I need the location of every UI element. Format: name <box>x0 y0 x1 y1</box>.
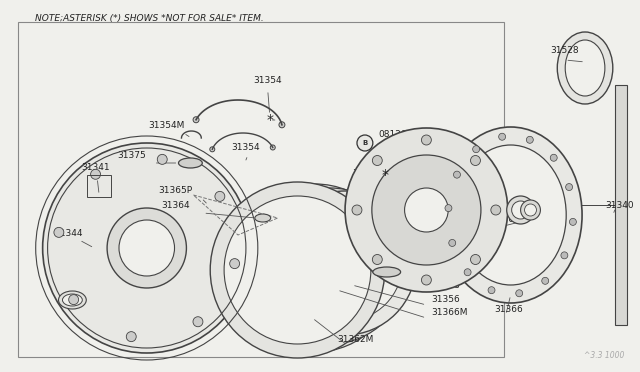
Circle shape <box>193 117 199 123</box>
Circle shape <box>445 205 452 212</box>
Circle shape <box>126 331 136 341</box>
Ellipse shape <box>58 291 86 309</box>
Bar <box>18 22 504 357</box>
Circle shape <box>516 290 523 297</box>
Ellipse shape <box>246 198 385 338</box>
Circle shape <box>470 254 481 264</box>
Ellipse shape <box>557 32 613 104</box>
Ellipse shape <box>274 191 417 335</box>
Circle shape <box>499 133 506 140</box>
Text: 31362: 31362 <box>491 201 520 210</box>
Circle shape <box>526 136 533 143</box>
Text: 31361: 31361 <box>491 215 520 224</box>
Ellipse shape <box>255 214 271 222</box>
Circle shape <box>372 155 382 166</box>
Circle shape <box>550 154 557 161</box>
Circle shape <box>279 122 285 128</box>
Text: 31356: 31356 <box>431 295 460 304</box>
Text: 31375: 31375 <box>392 265 420 274</box>
Text: 31344: 31344 <box>54 229 83 238</box>
Ellipse shape <box>224 196 371 344</box>
Ellipse shape <box>232 184 399 352</box>
Text: NOTE;ASTERISK (*) SHOWS *NOT FOR SALE* ITEM.: NOTE;ASTERISK (*) SHOWS *NOT FOR SALE* I… <box>35 14 264 23</box>
Text: 08120-83010: 08120-83010 <box>379 130 440 139</box>
Text: 31375: 31375 <box>117 151 146 160</box>
Circle shape <box>210 147 215 152</box>
Circle shape <box>454 171 460 178</box>
Ellipse shape <box>372 155 481 265</box>
Text: 31354: 31354 <box>231 143 260 152</box>
Text: 31358: 31358 <box>352 169 381 178</box>
Ellipse shape <box>63 294 83 306</box>
Text: 31350: 31350 <box>392 151 420 160</box>
Ellipse shape <box>210 182 385 358</box>
Text: 31362M: 31362M <box>337 335 374 344</box>
Circle shape <box>215 191 225 201</box>
Text: B: B <box>362 140 367 146</box>
Circle shape <box>193 317 203 327</box>
Ellipse shape <box>507 196 534 224</box>
Circle shape <box>449 240 456 246</box>
Text: 31366: 31366 <box>494 305 523 314</box>
Circle shape <box>91 169 100 179</box>
Bar <box>87 175 111 197</box>
Text: 31354M: 31354M <box>148 121 185 130</box>
Ellipse shape <box>565 40 605 96</box>
Ellipse shape <box>373 267 401 277</box>
Text: ^3.3 1000: ^3.3 1000 <box>584 351 625 360</box>
Circle shape <box>488 287 495 294</box>
Circle shape <box>270 145 275 150</box>
Circle shape <box>566 183 573 190</box>
Text: *: * <box>381 168 388 182</box>
Text: 31358: 31358 <box>431 281 460 290</box>
Circle shape <box>157 154 167 164</box>
Ellipse shape <box>404 188 448 232</box>
Ellipse shape <box>119 220 175 276</box>
Circle shape <box>464 269 471 276</box>
Ellipse shape <box>511 201 529 219</box>
Circle shape <box>473 146 479 153</box>
Circle shape <box>357 135 373 151</box>
Ellipse shape <box>345 128 508 292</box>
Circle shape <box>541 277 548 284</box>
Circle shape <box>421 135 431 145</box>
Text: 31366M: 31366M <box>431 308 468 317</box>
Ellipse shape <box>439 127 582 303</box>
Circle shape <box>421 275 431 285</box>
Circle shape <box>470 155 481 166</box>
Ellipse shape <box>455 145 566 285</box>
Text: 31365P: 31365P <box>159 186 193 195</box>
Ellipse shape <box>253 188 408 344</box>
Circle shape <box>491 205 500 215</box>
Circle shape <box>54 227 64 237</box>
Text: 31354: 31354 <box>253 76 282 85</box>
Circle shape <box>68 295 79 305</box>
Text: 31340: 31340 <box>605 201 634 210</box>
Circle shape <box>352 205 362 215</box>
Ellipse shape <box>287 205 403 321</box>
Circle shape <box>570 218 577 225</box>
Circle shape <box>372 254 382 264</box>
Ellipse shape <box>179 158 202 168</box>
Text: 31364: 31364 <box>162 201 190 210</box>
Text: 31341: 31341 <box>81 163 110 172</box>
Text: *: * <box>266 113 273 127</box>
Ellipse shape <box>107 208 186 288</box>
Bar <box>615 85 627 325</box>
Text: 31528: 31528 <box>550 46 579 55</box>
Ellipse shape <box>266 201 395 331</box>
Ellipse shape <box>520 200 540 220</box>
Circle shape <box>561 252 568 259</box>
Ellipse shape <box>43 143 251 353</box>
Ellipse shape <box>525 204 536 216</box>
Circle shape <box>230 259 239 269</box>
